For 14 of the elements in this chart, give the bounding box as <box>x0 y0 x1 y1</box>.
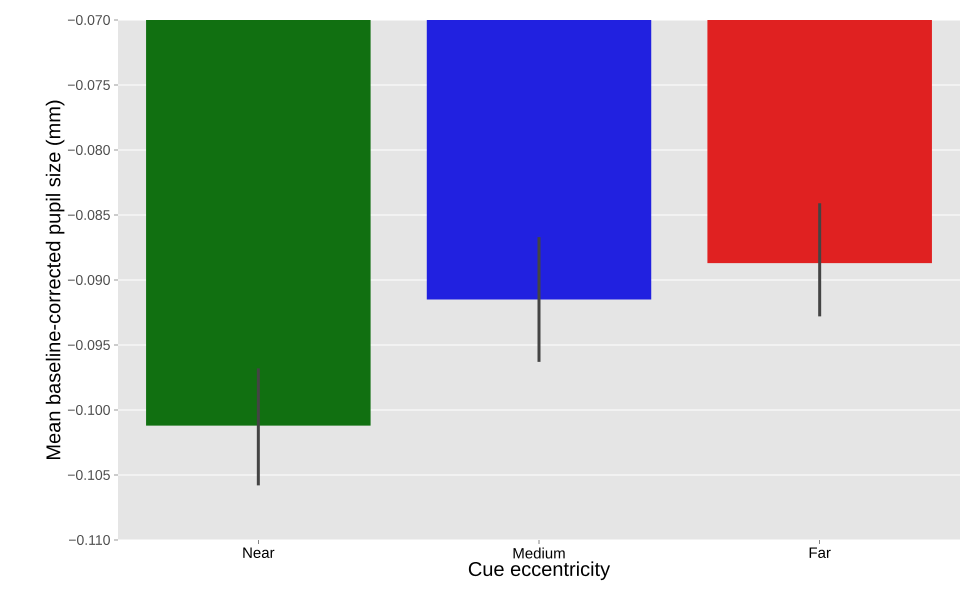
x-tick-label: Medium <box>514 548 565 559</box>
y-tick-label: −0.080 <box>68 145 110 155</box>
y-tick-label: −0.070 <box>68 15 110 25</box>
y-tick-label: −0.095 <box>68 340 110 350</box>
y-tick-label: −0.100 <box>68 405 110 415</box>
x-axis-title: Cue eccentricity <box>468 561 610 580</box>
y-tick-label: −0.110 <box>68 535 110 545</box>
x-tick-label: Far <box>810 548 831 558</box>
y-tick-label: −0.085 <box>68 210 110 220</box>
x-tick-label: Near <box>243 548 274 558</box>
y-axis-title: Mean baseline-corrected pupil size (mm) <box>46 100 64 459</box>
y-tick-label: −0.075 <box>68 80 110 90</box>
y-tick-label: −0.090 <box>68 275 110 285</box>
y-tick-label: −0.105 <box>68 470 110 480</box>
